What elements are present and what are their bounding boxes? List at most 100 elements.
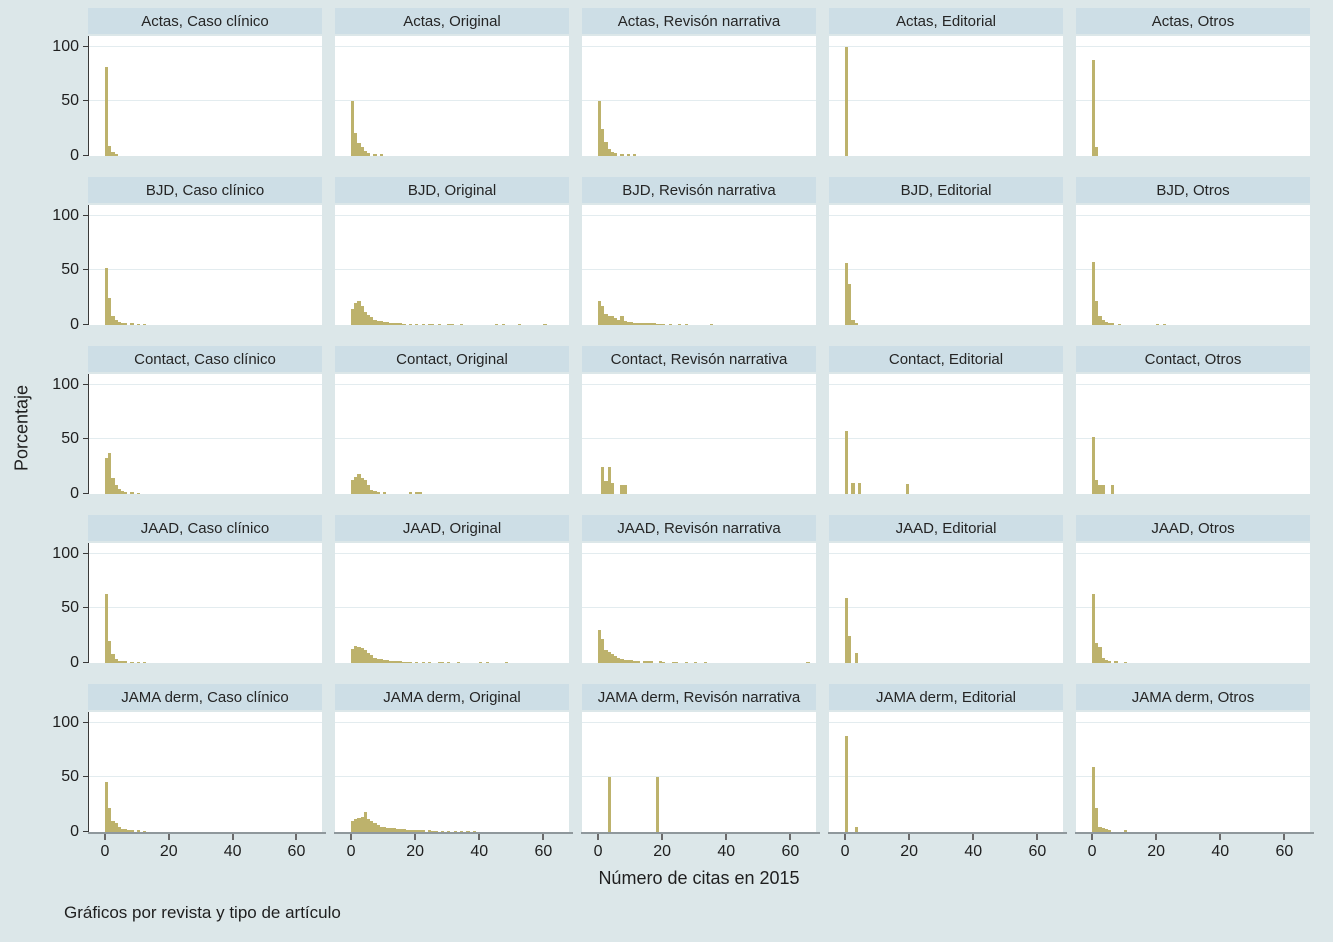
- gridline: [582, 552, 816, 554]
- histogram-bar: [360, 647, 364, 663]
- histogram-bar: [124, 322, 128, 325]
- y-tick-mark: [83, 607, 88, 609]
- x-tick-mark: [725, 834, 728, 840]
- histogram-bar: [607, 466, 611, 494]
- histogram-bar: [124, 661, 128, 663]
- histogram-bar: [601, 466, 605, 494]
- histogram-bar: [626, 153, 631, 156]
- panel-title: Actas, Caso clínico: [88, 8, 322, 34]
- y-tick-mark: [83, 214, 88, 216]
- y-tick-label: 0: [70, 316, 79, 333]
- histogram-bar: [392, 660, 396, 663]
- histogram-bar: [1101, 319, 1105, 325]
- x-tick-mark: [295, 834, 298, 840]
- y-tick-mark: [83, 493, 88, 494]
- gridline: [582, 721, 816, 723]
- gridline: [829, 383, 1063, 385]
- histogram-bar: [104, 66, 109, 156]
- y-tick-label: 50: [61, 430, 79, 448]
- histogram-bar: [363, 150, 368, 156]
- x-tick-label: 0: [593, 843, 603, 860]
- gridline: [335, 45, 569, 47]
- plot-area: 0 20 40 60: [581, 712, 820, 860]
- histogram-bar: [1092, 261, 1096, 325]
- histogram-bar: [367, 152, 371, 156]
- histogram-bar: [845, 430, 849, 494]
- histogram-bar: [1156, 323, 1160, 325]
- histogram-bar: [120, 322, 125, 325]
- histogram-bar: [617, 319, 621, 325]
- histogram-bar: [1108, 829, 1112, 832]
- histogram-bar: [143, 830, 147, 832]
- plot-area: 0 50 100: [52, 205, 322, 333]
- histogram-bar: [662, 661, 666, 663]
- histogram-bar: [386, 322, 390, 325]
- histogram-panel: Contact, Caso clínico 0 50 100: [52, 346, 322, 502]
- histogram-bar: [642, 322, 647, 325]
- histogram-bar: [1095, 643, 1099, 663]
- gridline: [335, 438, 569, 440]
- panel-title: JAAD, Otros: [1076, 515, 1310, 541]
- histogram-bar: [447, 830, 451, 832]
- gridline: [335, 214, 569, 216]
- y-tick-mark: [83, 45, 88, 47]
- y-axis-label: Porcentaje: [11, 384, 32, 472]
- histogram-bar: [363, 649, 368, 663]
- histogram-bar: [427, 662, 432, 663]
- histogram-bar: [386, 827, 390, 832]
- gridline: [89, 776, 322, 778]
- histogram-bar: [351, 821, 355, 832]
- plot-area: 0 20 40 60: [828, 712, 1067, 860]
- histogram-bar: [130, 661, 134, 663]
- histogram-panel: BJD, Original: [335, 177, 569, 325]
- y-tick-mark: [83, 269, 88, 271]
- histogram-bar: [367, 485, 371, 494]
- histogram-bar: [351, 101, 355, 156]
- y-tick-label: 100: [52, 713, 79, 731]
- histogram-panel: BJD, Editorial: [829, 177, 1063, 325]
- gridline: [1076, 721, 1310, 723]
- histogram-bar: [415, 829, 419, 832]
- histogram-bar: [108, 297, 112, 325]
- histogram-bar: [636, 322, 640, 325]
- x-tick-mark: [908, 834, 911, 840]
- histogram-bar: [367, 315, 371, 325]
- panel-title: BJD, Original: [335, 177, 569, 203]
- x-axis-line: [1075, 832, 1314, 834]
- gridline: [582, 45, 816, 47]
- histogram-bar: [710, 323, 714, 325]
- x-tick-label: 60: [1028, 843, 1047, 860]
- histogram-bar: [370, 317, 374, 325]
- x-tick-label: 40: [964, 843, 983, 860]
- histogram-bar: [684, 323, 688, 325]
- histogram-bar: [453, 830, 457, 832]
- gridline: [89, 552, 322, 554]
- histogram-bar: [367, 653, 371, 663]
- histogram-bar: [1101, 657, 1105, 663]
- x-tick-label: 60: [781, 843, 800, 860]
- histogram-bar: [658, 661, 663, 663]
- histogram-bar: [652, 323, 656, 325]
- histogram-panel: BJD, Otros: [1076, 177, 1310, 325]
- histogram-bar: [395, 323, 400, 325]
- plot-area: [335, 374, 569, 494]
- histogram-bar: [399, 661, 403, 663]
- histogram-panel: Actas, Original: [335, 8, 569, 156]
- histogram-bar: [1114, 661, 1118, 663]
- panel-title: JAAD, Caso clínico: [88, 515, 322, 541]
- histogram-bar: [642, 660, 647, 663]
- histogram-bar: [402, 829, 406, 832]
- y-tick-mark: [83, 776, 88, 778]
- histogram-bar: [114, 823, 118, 832]
- histogram-bar: [357, 817, 361, 832]
- histogram-bar: [623, 659, 627, 663]
- histogram-bar: [143, 323, 147, 325]
- gridline: [829, 776, 1063, 778]
- histogram-bar: [399, 828, 403, 832]
- panel-title: Actas, Otros: [1076, 8, 1310, 34]
- gridline: [89, 100, 322, 102]
- histogram-panel: JAMA derm, Caso clínico 0 50 100 0 20 40 60: [52, 684, 326, 860]
- histogram-bar: [1101, 485, 1105, 494]
- histogram-bar: [136, 830, 141, 832]
- histogram-bar: [389, 660, 393, 663]
